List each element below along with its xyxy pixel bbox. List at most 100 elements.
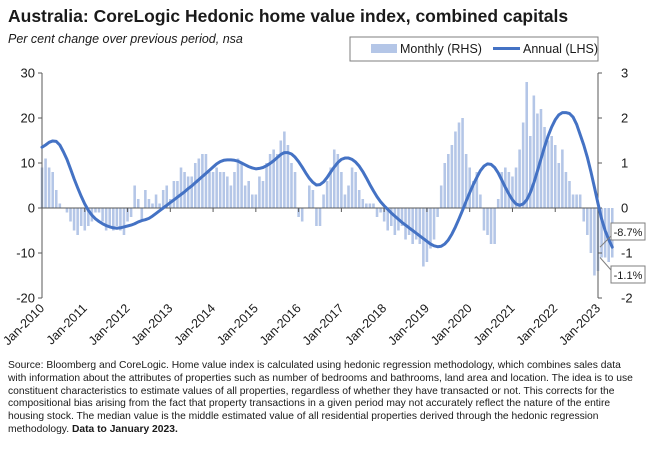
y-right-tick-label: -2 <box>621 291 633 306</box>
monthly-bar <box>557 163 561 208</box>
monthly-bar <box>593 208 596 276</box>
x-tick-label: Jan-2017 <box>300 301 347 348</box>
monthly-bar <box>151 203 154 208</box>
monthly-bar <box>218 172 222 208</box>
monthly-bar <box>332 149 336 208</box>
monthly-bar <box>44 158 47 208</box>
monthly-bar <box>129 208 133 217</box>
x-tick-label: Jan-2012 <box>86 301 133 348</box>
monthly-bar <box>268 154 272 208</box>
legend-monthly-label: Monthly (RHS) <box>400 42 482 56</box>
monthly-bar <box>265 163 268 208</box>
source-text: Source: Bloomberg and CoreLogic. Home va… <box>8 360 633 435</box>
monthly-bar <box>329 167 332 208</box>
monthly-bar <box>272 149 275 208</box>
monthly-bar <box>553 145 557 208</box>
monthly-bar <box>243 185 247 208</box>
monthly-bar <box>586 208 589 235</box>
y-right-tick-label: 0 <box>621 201 628 216</box>
monthly-bar <box>215 167 218 208</box>
monthly-bar <box>254 194 258 208</box>
monthly-bar <box>521 122 525 208</box>
monthly-bar <box>147 199 151 208</box>
x-tick-label: Jan-2019 <box>385 301 432 348</box>
monthly-bar <box>457 122 461 208</box>
monthly-bar <box>236 158 240 208</box>
monthly-bar <box>347 185 350 208</box>
monthly-bar <box>368 203 372 208</box>
annual-series-line <box>40 111 614 249</box>
monthly-bar <box>390 208 393 226</box>
monthly-bar <box>536 113 539 208</box>
x-tick-label: Jan-2013 <box>129 301 176 348</box>
monthly-bar <box>240 163 243 208</box>
monthly-bar <box>115 208 119 226</box>
monthly-bar <box>322 194 325 208</box>
monthly-callout-leader <box>599 257 612 271</box>
y-left-tick-label: 20 <box>21 111 35 126</box>
monthly-bar <box>197 158 201 208</box>
monthly-bar <box>286 145 290 208</box>
monthly-bar <box>179 167 183 208</box>
monthly-bar <box>76 208 79 235</box>
monthly-bar <box>589 208 593 253</box>
x-tick-label: Jan-2021 <box>471 301 518 348</box>
monthly-bar <box>261 181 265 208</box>
monthly-bar <box>79 208 83 226</box>
monthly-bar <box>300 208 304 222</box>
monthly-bar <box>293 172 297 208</box>
monthly-bar <box>104 208 108 231</box>
monthly-bar <box>119 208 122 231</box>
annual-last-callout: -8.7% <box>614 227 643 239</box>
monthly-bar <box>297 208 300 217</box>
monthly-bar <box>350 167 354 208</box>
monthly-bar <box>318 208 322 226</box>
monthly-bar <box>133 185 136 208</box>
monthly-bar <box>186 176 190 208</box>
monthly-bar <box>144 190 147 208</box>
monthly-bar <box>564 172 568 208</box>
monthly-bar <box>525 82 528 208</box>
monthly-bar <box>136 199 140 208</box>
monthly-bar <box>140 208 144 222</box>
monthly-bar <box>468 167 471 208</box>
y-left-tick-label: -10 <box>16 246 35 261</box>
monthly-bar <box>379 208 382 213</box>
monthly-bar <box>578 194 582 208</box>
monthly-bar <box>429 208 432 249</box>
monthly-bar <box>568 181 571 208</box>
monthly-bar <box>372 203 375 208</box>
monthly-bar <box>529 136 532 208</box>
monthly-bar <box>336 154 340 208</box>
monthly-bar <box>258 176 261 208</box>
monthly-bar <box>211 172 215 208</box>
y-right-tick-label: -1 <box>621 246 633 261</box>
monthly-bar <box>386 208 389 231</box>
y-left-tick-label: 30 <box>21 66 35 81</box>
monthly-bar <box>382 208 386 222</box>
monthly-bar <box>204 154 208 208</box>
monthly-bar <box>607 208 610 262</box>
monthly-bar <box>464 154 468 208</box>
monthly-bar <box>311 190 315 208</box>
x-tick-label: Jan-2010 <box>0 301 47 348</box>
x-tick-label: Jan-2020 <box>428 301 475 348</box>
annotations: -8.7% -1.1% <box>599 222 646 284</box>
source-note: Source: Bloomberg and CoreLogic. Home va… <box>8 360 640 437</box>
monthly-bar <box>275 154 279 208</box>
monthly-bar <box>436 208 439 217</box>
monthly-bar <box>126 208 129 222</box>
monthly-bar <box>251 194 254 208</box>
monthly-bar <box>361 199 365 208</box>
monthly-bar <box>290 163 293 208</box>
chart-title: Australia: CoreLogic Hedonic home value … <box>8 6 569 26</box>
monthly-bar <box>546 140 550 208</box>
monthly-bar <box>400 208 404 226</box>
monthly-bar <box>315 208 318 226</box>
annual-line <box>40 111 614 249</box>
monthly-bar <box>443 163 447 208</box>
monthly-bar <box>354 172 357 208</box>
monthly-bar <box>54 190 58 208</box>
monthly-bar <box>600 208 603 258</box>
monthly-bar <box>365 203 368 208</box>
